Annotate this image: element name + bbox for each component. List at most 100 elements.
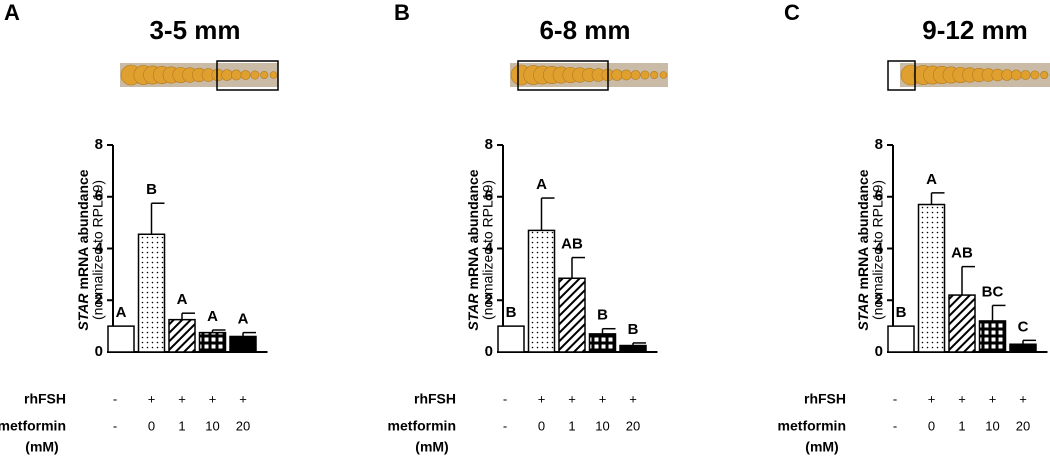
y-tick-label: 4 (875, 239, 884, 256)
error-bar (181, 312, 195, 320)
error-bar (211, 329, 226, 333)
y-tick-label: 2 (95, 291, 103, 308)
follicle (260, 71, 269, 80)
bar (527, 229, 556, 353)
y-axis-gene: STAR (855, 293, 871, 331)
treatment-value: + (629, 391, 637, 406)
y-tick-label: 8 (485, 136, 493, 153)
treatment-name: rhFSH (24, 391, 66, 407)
bar (137, 233, 166, 353)
y-tick-label: 0 (485, 343, 493, 360)
selection-box (887, 60, 916, 91)
treatment-value: + (178, 391, 186, 406)
y-tick-label: 4 (95, 239, 104, 256)
error-bar (991, 304, 1006, 321)
y-axis-gene: STAR (465, 293, 481, 331)
treatment-value: 0 (928, 418, 935, 433)
error-bar (242, 331, 256, 337)
treatment-name: rhFSH (804, 391, 846, 407)
error-bar (571, 256, 585, 279)
panel: A 3-5 mm STAR mRNA abundance (normalized to … (0, 0, 279, 455)
error-bar (601, 327, 616, 334)
group-label: B (896, 304, 907, 321)
follicle-image (120, 60, 279, 91)
treatment-name: metformin (0, 418, 66, 434)
treatment-value: 10 (595, 418, 609, 433)
y-axis-note: (normalized to RPL19) (480, 180, 496, 320)
bar (168, 318, 196, 353)
follicle (1040, 71, 1049, 80)
follicle (1001, 69, 1013, 81)
treatment-name: metformin (778, 418, 846, 434)
error-bar (150, 202, 165, 235)
group-label: A (238, 311, 249, 328)
treatment-value: 1 (958, 418, 965, 433)
bar (619, 344, 647, 353)
y-tick-label: 0 (95, 343, 103, 360)
treatment-value: + (538, 391, 546, 406)
treatment-value: - (503, 391, 507, 406)
selection-box (517, 60, 609, 91)
panel-title: 9-12 mm (922, 15, 1028, 45)
group-label: A (177, 291, 188, 308)
panel-label: A (4, 0, 20, 25)
follicle (1030, 70, 1040, 80)
treatment-name: metformin (388, 418, 456, 434)
y-axis-note: (normalized to RPL19) (90, 180, 106, 320)
follicle (650, 71, 659, 80)
follicle (640, 70, 650, 80)
panel-label: C (784, 0, 800, 25)
bar (978, 320, 1007, 353)
y-tick-label: 8 (95, 136, 103, 153)
treatment-value: + (928, 391, 936, 406)
follicle (630, 70, 641, 80)
treatment-unit: (mM) (25, 439, 58, 455)
treatment-value: + (599, 391, 607, 406)
bar (1009, 343, 1037, 353)
panel: B 6-8 mm STAR mRNA abundance (normalized to … (388, 0, 668, 455)
bar (558, 277, 586, 353)
group-label: AB (951, 245, 973, 262)
y-tick-label: 6 (485, 188, 493, 205)
bar (948, 294, 976, 353)
bar (497, 325, 525, 353)
y-axis-note: (normalized to RPL19) (870, 180, 886, 320)
group-label: A (536, 176, 547, 193)
error-bar (930, 192, 945, 205)
panel: C 9-12 mm STAR mRNA abundance (normalized to… (778, 0, 1050, 455)
group-label: B (506, 304, 517, 321)
y-axis-label: STAR mRNA abundance (75, 169, 91, 330)
treatment-value: - (113, 418, 117, 433)
follicle (1020, 70, 1031, 80)
selection-box (216, 60, 279, 91)
bar (107, 325, 135, 353)
y-tick-label: 0 (875, 343, 883, 360)
y-tick-label: 8 (875, 136, 883, 153)
treatment-value: + (148, 391, 156, 406)
follicle (250, 70, 260, 80)
error-bar (540, 197, 555, 231)
treatment-value: - (893, 418, 897, 433)
y-axis-label: STAR mRNA abundance (465, 169, 481, 330)
group-label: A (207, 308, 218, 325)
y-tick-label: 2 (485, 291, 493, 308)
y-axis-label-text: mRNA abundance (855, 169, 871, 289)
treatment-unit: (mM) (805, 439, 838, 455)
bar (229, 335, 257, 353)
y-tick-label: 2 (875, 291, 883, 308)
y-tick-label: 6 (95, 188, 103, 205)
treatment-value: 20 (1016, 418, 1030, 433)
group-label: B (146, 181, 157, 198)
treatment-value: 1 (178, 418, 185, 433)
group-label: A (116, 304, 127, 321)
y-axis-label-text: mRNA abundance (75, 169, 91, 289)
treatment-value: 1 (568, 418, 575, 433)
bar (887, 325, 915, 353)
follicle-image (887, 60, 1050, 91)
treatment-value: + (1019, 391, 1027, 406)
bar (917, 203, 946, 353)
follicle (659, 71, 668, 79)
follicle (1010, 69, 1022, 81)
treatment-value: - (503, 418, 507, 433)
